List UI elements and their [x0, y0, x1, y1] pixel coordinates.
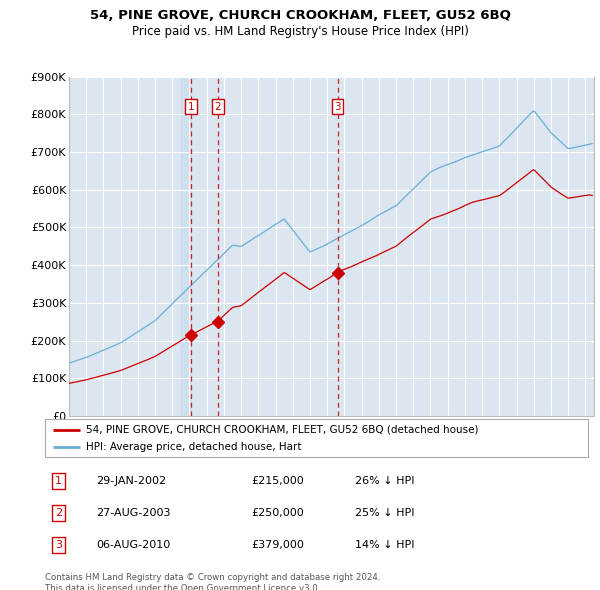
- Text: 26% ↓ HPI: 26% ↓ HPI: [355, 476, 414, 486]
- Text: 54, PINE GROVE, CHURCH CROOKHAM, FLEET, GU52 6BQ (detached house): 54, PINE GROVE, CHURCH CROOKHAM, FLEET, …: [86, 425, 478, 435]
- Text: £250,000: £250,000: [251, 508, 304, 517]
- Text: 1: 1: [188, 102, 194, 112]
- Text: 25% ↓ HPI: 25% ↓ HPI: [355, 508, 414, 517]
- Text: 14% ↓ HPI: 14% ↓ HPI: [355, 540, 414, 550]
- Text: 54, PINE GROVE, CHURCH CROOKHAM, FLEET, GU52 6BQ: 54, PINE GROVE, CHURCH CROOKHAM, FLEET, …: [89, 9, 511, 22]
- Text: 1: 1: [55, 476, 62, 486]
- Text: 27-AUG-2003: 27-AUG-2003: [97, 508, 171, 517]
- Text: £215,000: £215,000: [251, 476, 304, 486]
- Text: 3: 3: [55, 540, 62, 550]
- Text: 2: 2: [55, 508, 62, 517]
- Text: 3: 3: [334, 102, 341, 112]
- Bar: [181, 77, 191, 416]
- Text: Contains HM Land Registry data © Crown copyright and database right 2024.
This d: Contains HM Land Registry data © Crown c…: [45, 573, 380, 590]
- Text: £379,000: £379,000: [251, 540, 304, 550]
- Text: Price paid vs. HM Land Registry's House Price Index (HPI): Price paid vs. HM Land Registry's House …: [131, 25, 469, 38]
- Text: 29-JAN-2002: 29-JAN-2002: [97, 476, 167, 486]
- Text: 2: 2: [215, 102, 221, 112]
- Text: 06-AUG-2010: 06-AUG-2010: [97, 540, 171, 550]
- Text: HPI: Average price, detached house, Hart: HPI: Average price, detached house, Hart: [86, 442, 301, 452]
